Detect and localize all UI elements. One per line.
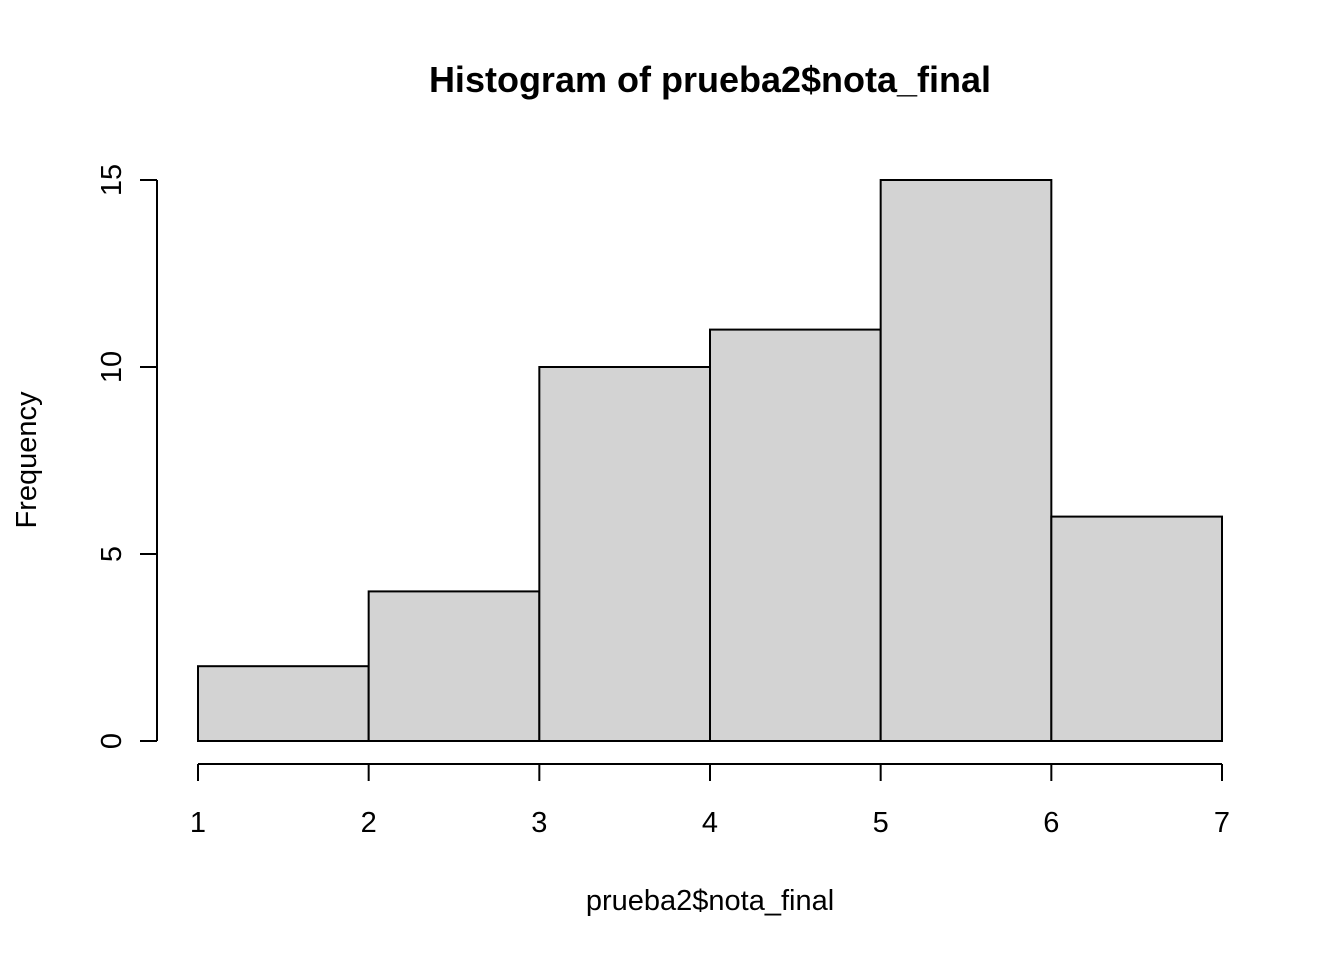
x-tick-label: 4 [702,807,718,839]
x-tick-label: 5 [873,807,889,839]
histogram-bar-4 [709,328,882,742]
x-axis: 1 2 3 4 5 6 7 [190,763,1230,839]
chart-title: Histogram of prueba2$nota_final [429,59,991,100]
x-tick-label: 2 [361,807,377,839]
histogram-bar-2 [367,590,541,743]
y-axis-label: Frequency [11,391,43,529]
histogram-bar-5 [879,179,1053,742]
x-tick-label: 3 [531,807,547,839]
x-tick-label: 7 [1214,807,1230,839]
y-axis: 0 5 10 15 [96,164,158,749]
y-tick-label: 0 [96,733,128,749]
x-tick-label: 1 [190,807,206,839]
histogram-bar-1 [197,665,370,743]
histogram-bar-6 [1050,515,1224,742]
bars-group [197,179,1224,743]
x-axis-label: prueba2$nota_final [586,885,834,917]
y-tick-label: 10 [96,351,128,383]
y-tick-label: 5 [96,546,128,562]
histogram-bar-3 [538,366,711,742]
x-tick-label: 6 [1043,807,1059,839]
y-tick-label: 15 [96,164,128,196]
